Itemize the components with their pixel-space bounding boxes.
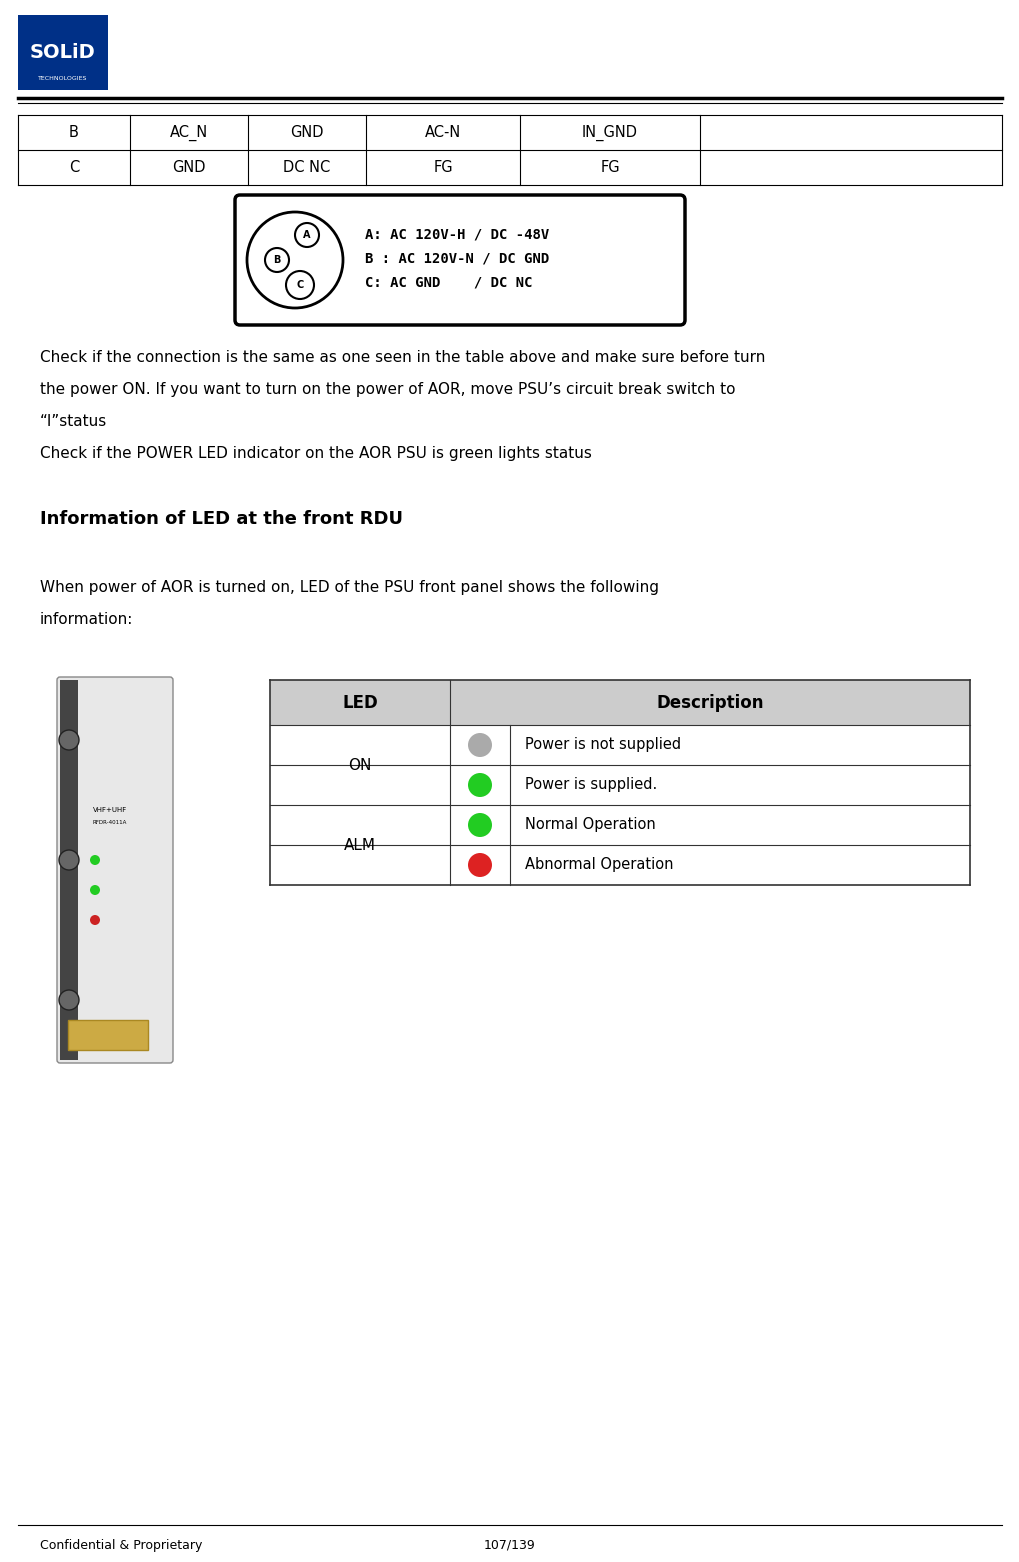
Text: A: AC 120V-H / DC -48V: A: AC 120V-H / DC -48V bbox=[365, 228, 548, 242]
Text: Information of LED at the front RDU: Information of LED at the front RDU bbox=[40, 511, 403, 528]
Text: Power is supplied.: Power is supplied. bbox=[525, 778, 656, 792]
Text: FG: FG bbox=[433, 159, 452, 175]
Circle shape bbox=[90, 854, 100, 865]
Circle shape bbox=[468, 812, 491, 837]
Circle shape bbox=[59, 729, 78, 750]
Text: the power ON. If you want to turn on the power of AOR, move PSU’s circuit break : the power ON. If you want to turn on the… bbox=[40, 383, 735, 397]
FancyBboxPatch shape bbox=[57, 676, 173, 1064]
Text: RFDR-4011A: RFDR-4011A bbox=[93, 820, 127, 825]
Text: AC_N: AC_N bbox=[170, 125, 208, 141]
Text: Description: Description bbox=[655, 694, 763, 712]
FancyBboxPatch shape bbox=[18, 16, 108, 91]
Circle shape bbox=[90, 886, 100, 895]
Text: ON: ON bbox=[347, 758, 371, 773]
Circle shape bbox=[468, 733, 491, 758]
Text: A: A bbox=[303, 230, 311, 241]
Circle shape bbox=[468, 773, 491, 797]
Text: B: B bbox=[273, 255, 280, 266]
Text: C: C bbox=[297, 280, 304, 291]
Text: FG: FG bbox=[599, 159, 620, 175]
Text: Check if the POWER LED indicator on the AOR PSU is green lights status: Check if the POWER LED indicator on the … bbox=[40, 447, 591, 461]
Text: Power is not supplied: Power is not supplied bbox=[525, 737, 681, 753]
Bar bbox=[68, 1020, 148, 1050]
FancyBboxPatch shape bbox=[234, 195, 685, 325]
Text: SOLiD: SOLiD bbox=[31, 42, 96, 61]
Text: AC-N: AC-N bbox=[425, 125, 461, 141]
Text: information:: information: bbox=[40, 612, 133, 626]
Text: VHF+UHF: VHF+UHF bbox=[93, 808, 127, 812]
Circle shape bbox=[90, 915, 100, 925]
Circle shape bbox=[59, 990, 78, 1011]
Text: TECHNOLOGIES: TECHNOLOGIES bbox=[39, 75, 88, 81]
Text: C: C bbox=[69, 159, 79, 175]
Text: LED: LED bbox=[341, 694, 377, 712]
Text: Abnormal Operation: Abnormal Operation bbox=[525, 858, 673, 873]
Text: 107/139: 107/139 bbox=[484, 1539, 535, 1551]
Text: DC NC: DC NC bbox=[283, 159, 330, 175]
Text: B : AC 120V-N / DC GND: B : AC 120V-N / DC GND bbox=[365, 251, 548, 266]
Circle shape bbox=[59, 850, 78, 870]
Text: When power of AOR is turned on, LED of the PSU front panel shows the following: When power of AOR is turned on, LED of t… bbox=[40, 580, 658, 595]
Text: Normal Operation: Normal Operation bbox=[525, 817, 655, 833]
Text: Check if the connection is the same as one seen in the table above and make sure: Check if the connection is the same as o… bbox=[40, 350, 764, 366]
Text: “I”status: “I”status bbox=[40, 414, 107, 430]
Text: Confidential & Proprietary: Confidential & Proprietary bbox=[40, 1539, 202, 1551]
Text: GND: GND bbox=[290, 125, 323, 141]
Circle shape bbox=[468, 853, 491, 876]
Text: GND: GND bbox=[172, 159, 206, 175]
Text: B: B bbox=[69, 125, 78, 141]
Bar bbox=[270, 679, 969, 725]
Bar bbox=[60, 679, 77, 1061]
Text: ALM: ALM bbox=[343, 837, 376, 853]
Text: IN_GND: IN_GND bbox=[582, 125, 637, 141]
Text: C: AC GND    / DC NC: C: AC GND / DC NC bbox=[365, 275, 532, 289]
